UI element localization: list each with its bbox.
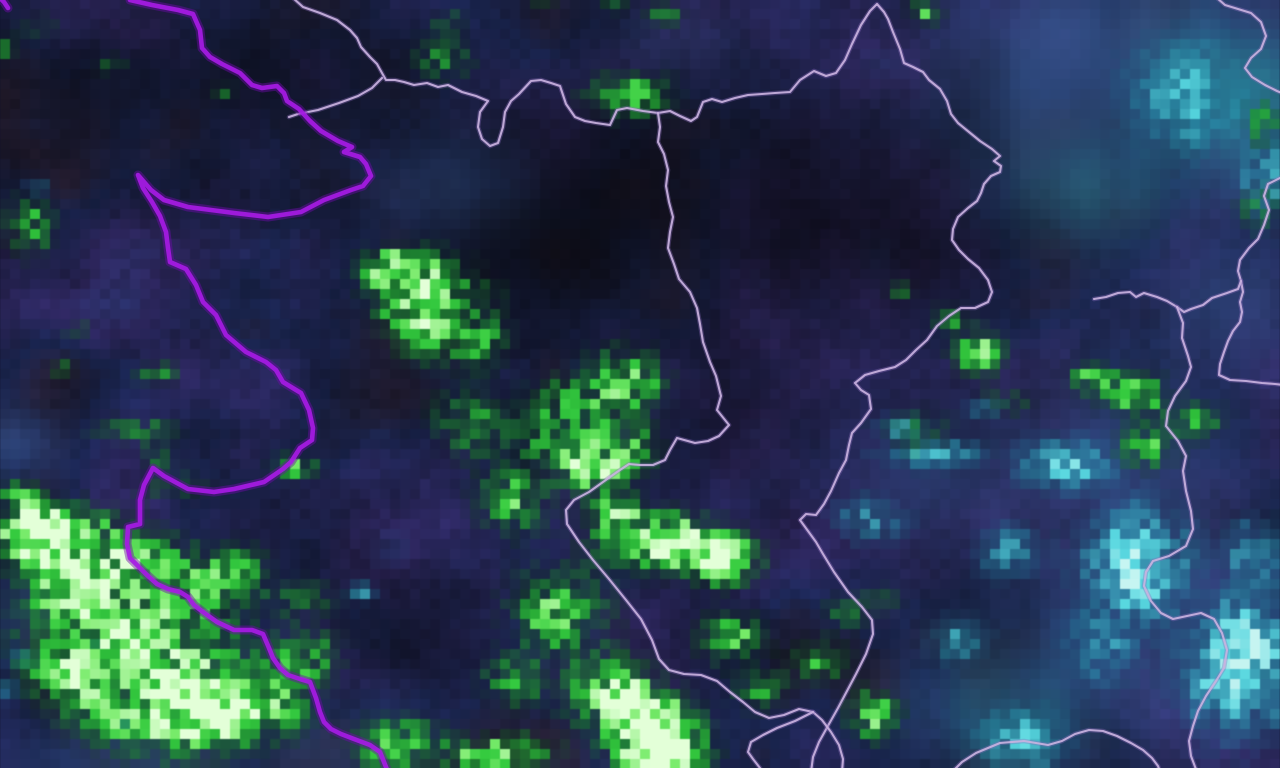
state-border-1	[124, 0, 389, 768]
district-border-0	[293, 0, 1003, 768]
state-border-0	[0, 0, 11, 11]
district-border-2	[746, 710, 815, 768]
state-border-1-glow	[122, 0, 392, 768]
district-border-0-glow	[291, 0, 1004, 768]
district-border-6	[1092, 279, 1243, 314]
district-border-5	[1217, 176, 1280, 386]
district-border-7	[1142, 305, 1229, 768]
district-border-2-glow	[745, 709, 816, 768]
district-border-3	[287, 76, 384, 119]
district-border-8	[954, 728, 1160, 768]
district-border-4-glow	[1215, 0, 1280, 95]
district-border-1	[564, 111, 845, 768]
district-border-4	[1217, 0, 1280, 94]
district-border-7-glow	[1141, 304, 1230, 768]
district-border-5-glow	[1216, 175, 1280, 387]
